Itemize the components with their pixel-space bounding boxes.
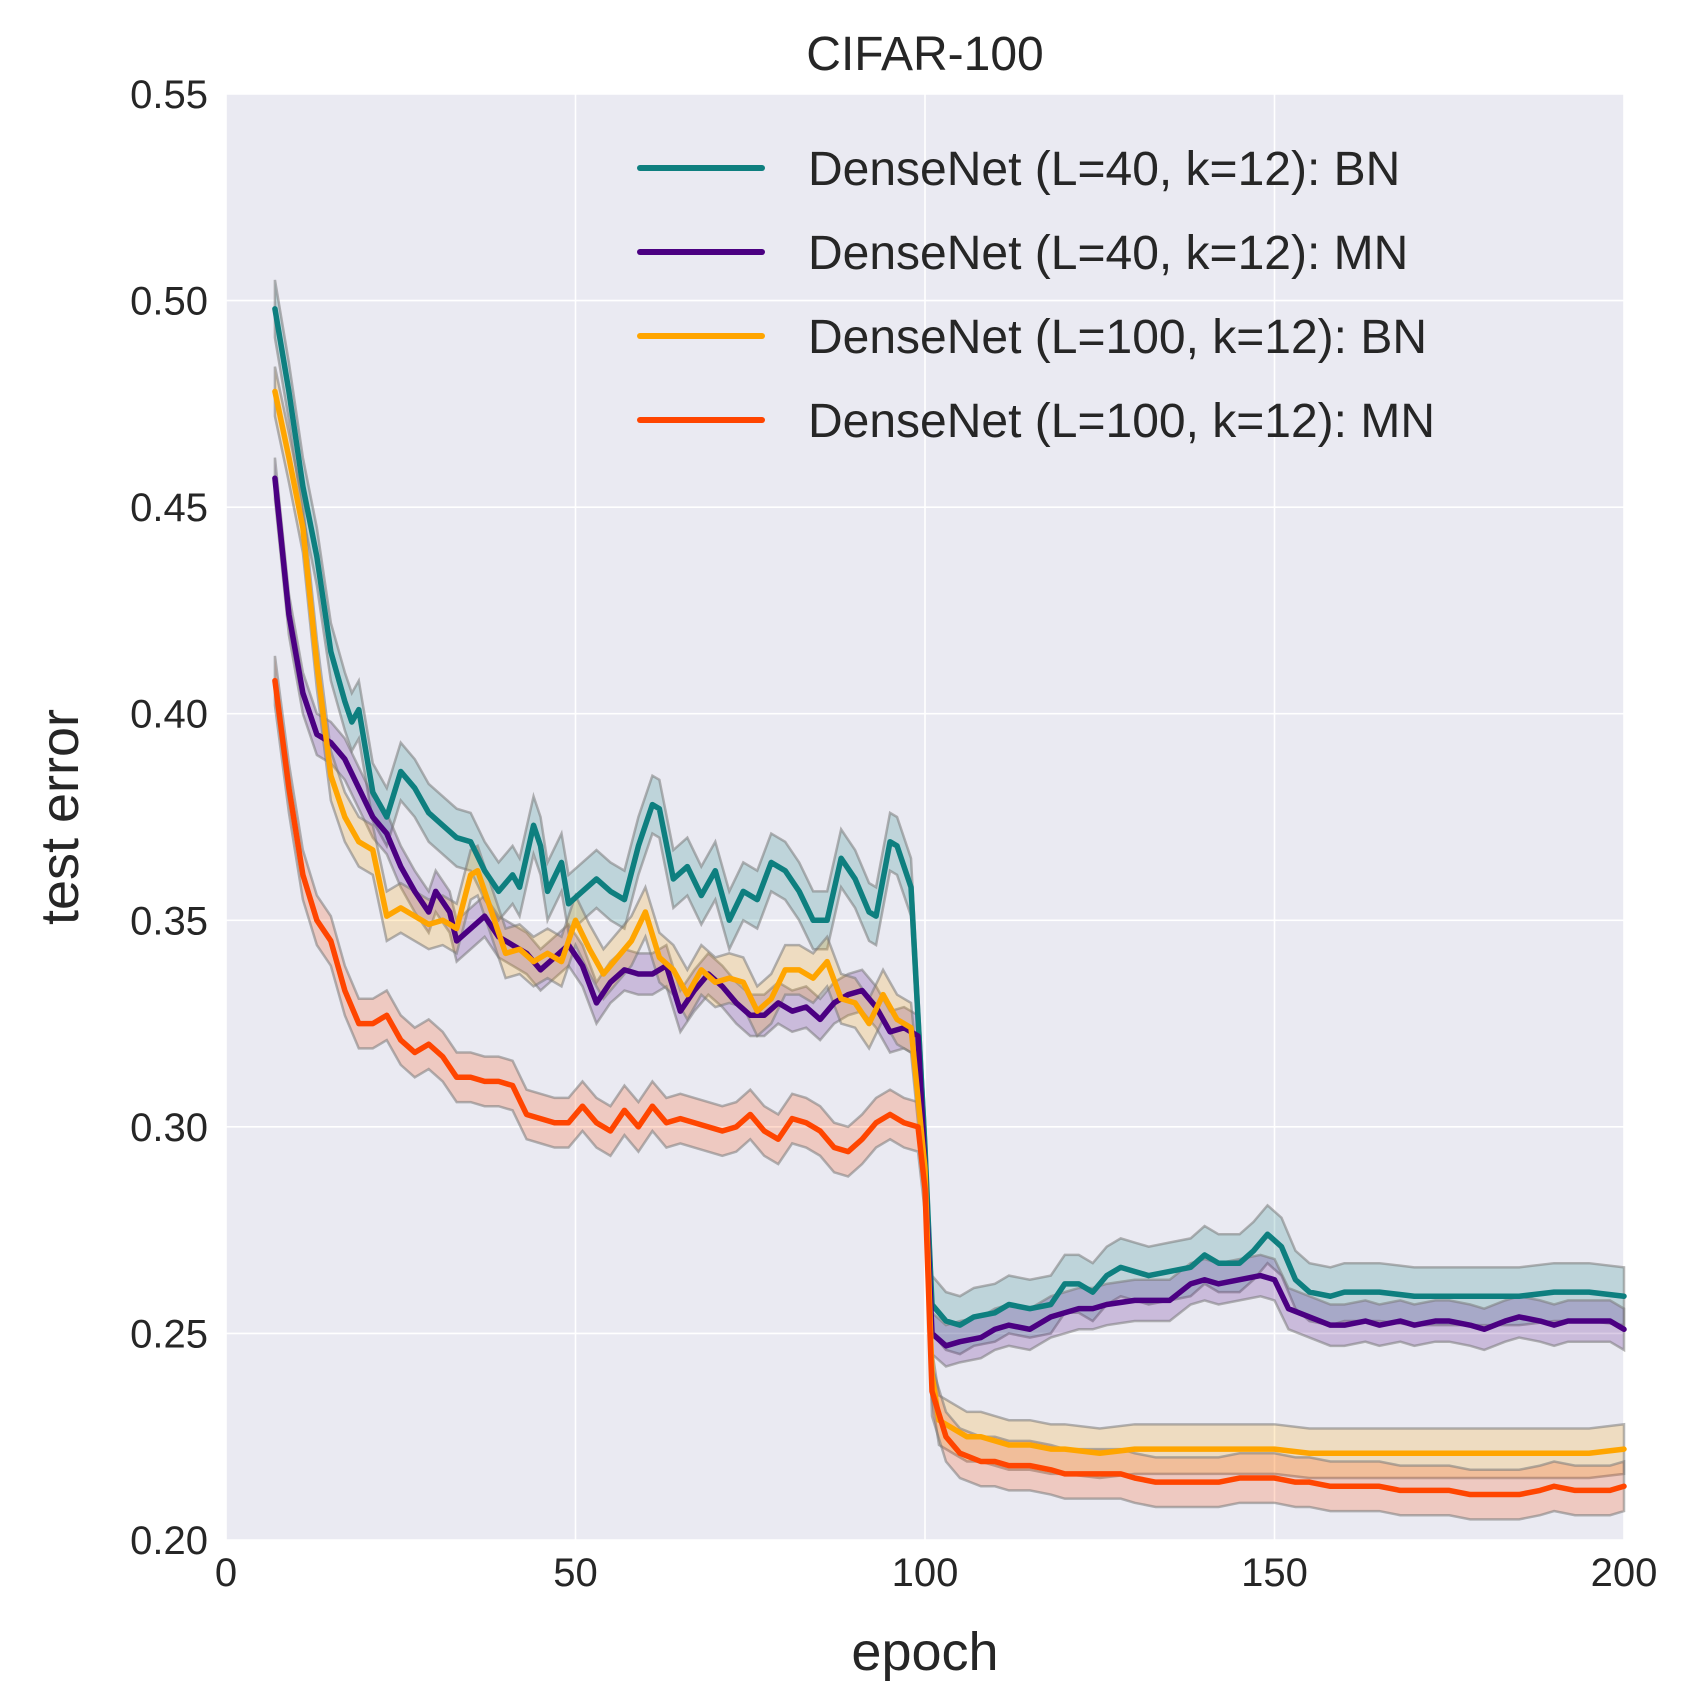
x-tick-label: 50: [553, 1551, 598, 1595]
x-tick-label: 0: [215, 1551, 237, 1595]
y-tick-label: 0.30: [130, 1106, 208, 1150]
confidence-bands: [273, 279, 1626, 1521]
series-band-3: [273, 655, 1626, 1521]
y-axis: 0.20 0.25 0.30 0.35 0.40 0.45 0.50 0.55: [130, 73, 208, 1563]
x-tick-label: 150: [1241, 1551, 1308, 1595]
legend-label-0: DenseNet (L=40, k=12): BN: [808, 143, 1400, 196]
series-line-2: [272, 388, 1627, 1456]
y-tick-label: 0.50: [130, 280, 208, 324]
legend-label-3: DenseNet (L=100, k=12): MN: [808, 395, 1435, 448]
y-tick-label: 0.40: [130, 693, 208, 737]
y-tick-label: 0.25: [130, 1312, 208, 1356]
x-tick-label: 200: [1591, 1551, 1658, 1595]
legend: DenseNet (L=40, k=12): BN DenseNet (L=40,…: [637, 143, 1435, 448]
y-tick-label: 0.55: [130, 73, 208, 117]
y-axis-title: test error: [30, 709, 90, 925]
x-axis: 0 50 100 150 200: [215, 1551, 1658, 1595]
y-tick-label: 0.45: [130, 486, 208, 530]
x-axis-title: epoch: [851, 1622, 998, 1682]
series-lines: [272, 306, 1627, 1498]
legend-label-2: DenseNet (L=100, k=12): BN: [808, 311, 1427, 364]
legend-label-1: DenseNet (L=40, k=12): MN: [808, 227, 1408, 280]
x-tick-label: 100: [892, 1551, 959, 1595]
y-tick-label: 0.20: [130, 1519, 208, 1563]
y-tick-label: 0.35: [130, 899, 208, 943]
chart-title: CIFAR-100: [806, 28, 1043, 81]
series-line-0: [272, 306, 1627, 1328]
series-line-3: [272, 677, 1627, 1498]
